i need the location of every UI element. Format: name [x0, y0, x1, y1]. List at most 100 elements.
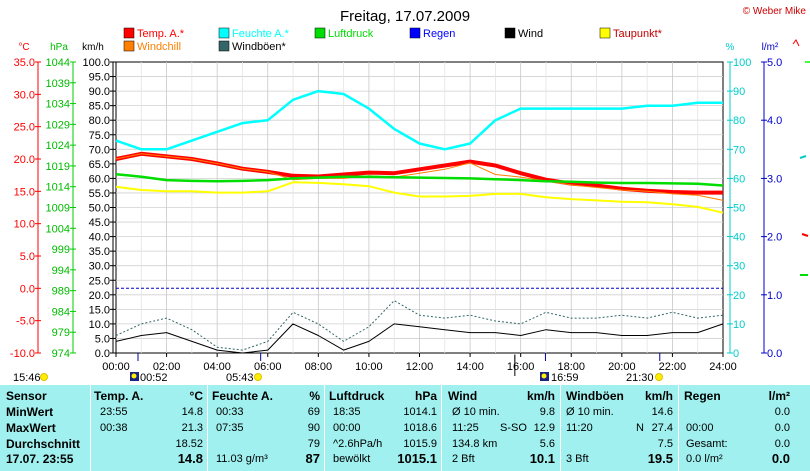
- rain-label: 00:00: [686, 422, 714, 434]
- series-windchill: [115, 153, 724, 201]
- temp-value: 14.8: [177, 451, 203, 466]
- row-label: 17.07. 23:55: [6, 452, 74, 466]
- wind-tick-label: 20.0: [89, 290, 110, 302]
- humidity-value: 87: [305, 451, 320, 466]
- x-tick-label: 18:00: [557, 361, 585, 373]
- humidity-tick-label: 90: [733, 86, 745, 98]
- wind-tick-label: 60.0: [89, 173, 110, 185]
- summary-table: Sensor Temp. A. °C Feuchte A. % Luftdruc…: [0, 385, 810, 471]
- legend-label: Windchill: [137, 41, 181, 53]
- x-tick-label: 16:00: [507, 361, 535, 373]
- pressure-tick-label: 999: [52, 244, 70, 256]
- temp-time: 00:38: [100, 422, 128, 434]
- marker-time-label: 05:43: [226, 372, 254, 384]
- rain-label: Gesamt:: [686, 438, 728, 450]
- chart-title: Freitag, 17.07.2009: [340, 8, 470, 25]
- pressure-tick-label: 1004: [46, 223, 70, 235]
- legend-swatch: [599, 27, 611, 39]
- pressure-tick-label: 1029: [46, 119, 70, 131]
- pressure-value: 1018.6: [403, 422, 437, 434]
- temp-value: 18.52: [175, 438, 203, 450]
- pressure-tick-label: 979: [52, 327, 70, 339]
- wind-value: 10.1: [529, 451, 555, 466]
- humidity-tick-label: 60: [733, 173, 745, 185]
- wind-label: 11:25: [452, 422, 479, 434]
- pressure-unit-label: hPa: [50, 42, 68, 53]
- x-tick-label: 04:00: [203, 361, 231, 373]
- wind-tick-label: 35.0: [89, 246, 110, 258]
- wind-tick-label: 100.0: [82, 57, 110, 69]
- temp-tick-label: 25.0: [14, 122, 35, 134]
- pressure-value: 1014.1: [403, 406, 437, 418]
- humidity-tick-label: 30: [733, 261, 745, 273]
- temp-tick-label: -5.0: [16, 316, 35, 328]
- row-label: MinWert: [6, 405, 54, 419]
- wind-direction: S-SO: [500, 422, 527, 434]
- wind-tick-label: 95.0: [89, 72, 110, 84]
- wind-label: Ø 10 min.: [452, 406, 500, 418]
- pressure-value: 1015.1: [397, 451, 437, 466]
- temp-tick-label: 15.0: [14, 186, 35, 198]
- header-pressure-unit: hPa: [414, 389, 437, 403]
- rain-tick-label: 4.0: [767, 115, 782, 127]
- temp-tick-label: 30.0: [14, 89, 35, 101]
- humidity-value: 69: [307, 406, 320, 418]
- gust-value: 7.5: [657, 438, 673, 450]
- temp-tick-label: -10.0: [10, 348, 35, 360]
- header-sensor: Sensor: [6, 389, 47, 403]
- temp-tick-label: 0.0: [20, 283, 35, 295]
- x-tick-label: 06:00: [254, 361, 282, 373]
- gust-value: 19.5: [647, 451, 673, 466]
- legend-label: Feuchte A.*: [232, 28, 290, 40]
- humidity-value: 79: [307, 438, 320, 450]
- series-windb-en: [115, 300, 724, 351]
- x-tick-label: 12:00: [406, 361, 434, 373]
- pressure-tick-label: 974: [52, 348, 70, 360]
- wind-label: 134.8 km: [452, 438, 498, 450]
- pressure-tick-label: 984: [52, 306, 70, 318]
- legend-label: Taupunkt*: [613, 28, 663, 40]
- pressure-tick-label: 1014: [46, 182, 70, 194]
- header-gust-unit: km/h: [644, 389, 673, 403]
- wind-tick-label: 5.0: [95, 333, 110, 345]
- x-tick-label: 00:00: [102, 361, 130, 373]
- temp-tick-label: 5.0: [20, 251, 35, 263]
- rain-value: 0.0: [774, 422, 790, 434]
- legend-label: Regen: [423, 28, 455, 40]
- wind-tick-label: 30.0: [89, 261, 110, 273]
- humidity-time: 11.03 g/m³: [216, 453, 268, 465]
- pressure-tick-label: 1034: [46, 99, 70, 111]
- header-gust: Windböen: [566, 389, 624, 403]
- pressure-tick-label: 989: [52, 286, 70, 298]
- rain-unit-label: l/m²: [762, 42, 779, 53]
- pressure-tick-label: 1024: [46, 140, 70, 152]
- wind-label: 2 Bft: [452, 453, 475, 465]
- legend-label: Temp. A.*: [137, 28, 185, 40]
- row-label: MaxWert: [6, 421, 56, 435]
- series-feuchte-a: [115, 89, 723, 151]
- gust-value: 27.4: [651, 422, 673, 434]
- wind-tick-label: 70.0: [89, 144, 110, 156]
- wind-tick-label: 45.0: [89, 217, 110, 229]
- humidity-time: 00:33: [216, 406, 244, 418]
- temp-value: 14.8: [181, 406, 203, 418]
- rain-label: 0.0 l/m²: [686, 453, 723, 465]
- rain-tick-label: 1.0: [767, 290, 782, 302]
- pressure-time: 18:35: [333, 406, 361, 418]
- legend-swatch: [409, 27, 421, 39]
- right-strip: [792, 39, 810, 276]
- header-wind: Wind: [448, 389, 478, 403]
- humidity-tick-label: 100: [733, 57, 751, 69]
- pressure-tick-label: 1009: [46, 203, 70, 215]
- sun-icon: [254, 373, 262, 381]
- pressure-time: 00:00: [333, 422, 361, 434]
- wind-tick-label: 10.0: [89, 319, 110, 331]
- pressure-time: ^2.6hPa/h: [333, 438, 383, 450]
- wind-value: 9.8: [539, 406, 555, 418]
- rain-tick-label: 3.0: [767, 173, 782, 185]
- marker-time-label: 16:59: [551, 372, 579, 384]
- temp-time: 23:55: [100, 406, 128, 418]
- legend-label: Luftdruck: [328, 28, 374, 40]
- gust-value: 14.6: [651, 406, 673, 418]
- humidity-tick-label: 0: [733, 348, 739, 360]
